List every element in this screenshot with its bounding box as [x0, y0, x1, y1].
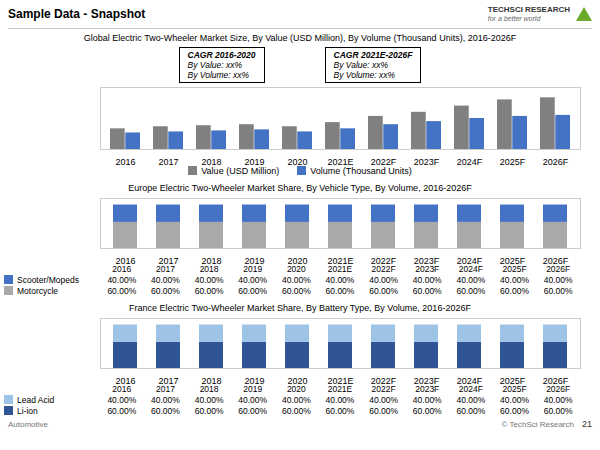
html-text:Automotive: Automotive [8, 420, 48, 429]
html-text:40.00%: 40.00% [500, 395, 529, 405]
html-text:60.00%: 60.00% [151, 286, 180, 296]
html-text:40.00%: 40.00% [238, 275, 268, 285]
svg-text:2018: 2018 [201, 256, 221, 264]
html-text:CAGR 2016-2020: CAGR 2016-2020 [187, 50, 256, 60]
html-text:for a better world: for a better world [487, 15, 541, 22]
svg-text:2024F: 2024F [457, 256, 483, 264]
html-text:40.00%: 40.00% [281, 395, 311, 405]
html-text:40.00%: 40.00% [412, 275, 442, 285]
svg-text:2025F: 2025F [500, 376, 526, 384]
html-text:40.00%: 40.00% [107, 395, 137, 405]
svg-text:2024F: 2024F [457, 376, 483, 384]
svg-text:2018: 2018 [201, 157, 221, 165]
html-text:60.00%: 60.00% [500, 286, 529, 296]
svg-text:2020: 2020 [287, 157, 307, 165]
html-text:60.00%: 60.00% [325, 406, 355, 416]
html-text:60.00%: 60.00% [412, 286, 442, 296]
html-text:Volume (Thousand Units): Volume (Thousand Units) [310, 166, 412, 176]
html-text:60.00%: 60.00% [456, 406, 486, 416]
html-text:Motorcycle: Motorcycle [17, 286, 59, 296]
html-text:60.00%: 60.00% [194, 286, 224, 296]
html-text:60.00%: 60.00% [369, 406, 398, 416]
html-text:40.00%: 40.00% [238, 395, 268, 405]
html-text:40.00%: 40.00% [500, 275, 529, 285]
svg-text:2025F: 2025F [500, 256, 526, 264]
svg-text:2025F: 2025F [500, 157, 526, 165]
svg-text:2019: 2019 [244, 157, 264, 165]
html-text:CAGR 2021E-2026F: CAGR 2021E-2026F [333, 50, 413, 60]
html-text:Scooter/Mopeds: Scooter/Mopeds [17, 275, 79, 285]
svg-text:2021E: 2021E [327, 376, 353, 384]
html-text:40.00%: 40.00% [325, 395, 355, 405]
html-text:By Volume: xx%: By Volume: xx% [333, 70, 396, 80]
svg-text:2021E: 2021E [327, 256, 353, 264]
html-text:40.00%: 40.00% [281, 275, 311, 285]
svg-text:2017: 2017 [158, 256, 178, 264]
html-text:40.00%: 40.00% [369, 395, 398, 405]
html-text:60.00%: 60.00% [412, 406, 442, 416]
html-text:40.00%: 40.00% [412, 395, 442, 405]
html-text:40.00%: 40.00% [325, 275, 355, 285]
html-text:Value (USD Million): Value (USD Million) [201, 166, 280, 176]
svg-text:2022F: 2022F [371, 256, 397, 264]
svg-text:2022F: 2022F [371, 376, 397, 384]
html-text:40.00%: 40.00% [456, 275, 486, 285]
svg-text:2020: 2020 [287, 256, 307, 264]
svg-text:2022F: 2022F [371, 157, 397, 165]
html-text:40.00%: 40.00% [369, 275, 398, 285]
html-text:40.00%: 40.00% [151, 395, 180, 405]
html-text:60.00%: 60.00% [543, 406, 573, 416]
html-text:Global Electric Two-Wheeler Ma: Global Electric Two-Wheeler Market Size,… [83, 33, 517, 43]
html-text:40.00%: 40.00% [194, 395, 224, 405]
html-text:60.00%: 60.00% [369, 286, 398, 296]
svg-text:2016: 2016 [115, 157, 135, 165]
html-text:Li-ion: Li-ion [17, 406, 38, 416]
html-text:Lead Acid: Lead Acid [17, 395, 55, 405]
html-text:TECHSCI RESEARCH: TECHSCI RESEARCH [487, 5, 570, 14]
svg-text:2019: 2019 [244, 256, 264, 264]
html-text:By Value: xx%: By Value: xx% [333, 60, 389, 70]
svg-text:2021E: 2021E [327, 157, 353, 165]
svg-text:2023F: 2023F [414, 376, 440, 384]
html-text:60.00%: 60.00% [325, 286, 355, 296]
svg-text:2019: 2019 [244, 376, 264, 384]
html-text:40.00%: 40.00% [543, 395, 573, 405]
html-text:60.00%: 60.00% [151, 406, 180, 416]
html-text:60.00%: 60.00% [543, 286, 573, 296]
html-text:60.00%: 60.00% [281, 406, 311, 416]
html-text:60.00%: 60.00% [107, 286, 137, 296]
html-text:Europe Electric Two-Wheeler Ma: Europe Electric Two-Wheeler Market Share… [128, 183, 472, 193]
html-text:40.00%: 40.00% [456, 395, 486, 405]
html-text:60.00%: 60.00% [281, 286, 311, 296]
html-text:60.00%: 60.00% [500, 406, 529, 416]
html-text:40.00%: 40.00% [107, 275, 137, 285]
svg-text:2023F: 2023F [414, 157, 440, 165]
html-text:60.00%: 60.00% [194, 406, 224, 416]
svg-text:2018: 2018 [201, 376, 221, 384]
svg-text:2016: 2016 [115, 376, 135, 384]
html-text:60.00%: 60.00% [238, 286, 268, 296]
html-text:By Value: xx%: By Value: xx% [187, 60, 242, 70]
svg-text:2026F: 2026F [543, 376, 569, 384]
svg-text:2017: 2017 [158, 376, 178, 384]
svg-text:2017: 2017 [158, 157, 178, 165]
html-text:60.00%: 60.00% [456, 286, 486, 296]
html-text:40.00%: 40.00% [194, 275, 224, 285]
svg-text:2023F: 2023F [414, 256, 440, 264]
html-text:60.00%: 60.00% [107, 406, 137, 416]
html-text:© TechSci Research: © TechSci Research [501, 420, 574, 429]
svg-text:2020: 2020 [287, 376, 307, 384]
html-text:France Electric Two-Wheeler Ma: France Electric Two-Wheeler Market Share… [129, 303, 471, 313]
html-text:60.00%: 60.00% [238, 406, 268, 416]
html-text:21: 21 [582, 419, 592, 429]
html-text:By Volume: xx%: By Volume: xx% [187, 70, 250, 80]
svg-text:2024F: 2024F [457, 157, 483, 165]
html-text:Sample Data - Snapshot: Sample Data - Snapshot [8, 7, 146, 21]
svg-text:2026F: 2026F [543, 157, 569, 165]
svg-text:2016: 2016 [115, 256, 135, 264]
html-text:40.00%: 40.00% [543, 275, 573, 285]
svg-text:2026F: 2026F [543, 256, 569, 264]
html-text:40.00%: 40.00% [151, 275, 180, 285]
